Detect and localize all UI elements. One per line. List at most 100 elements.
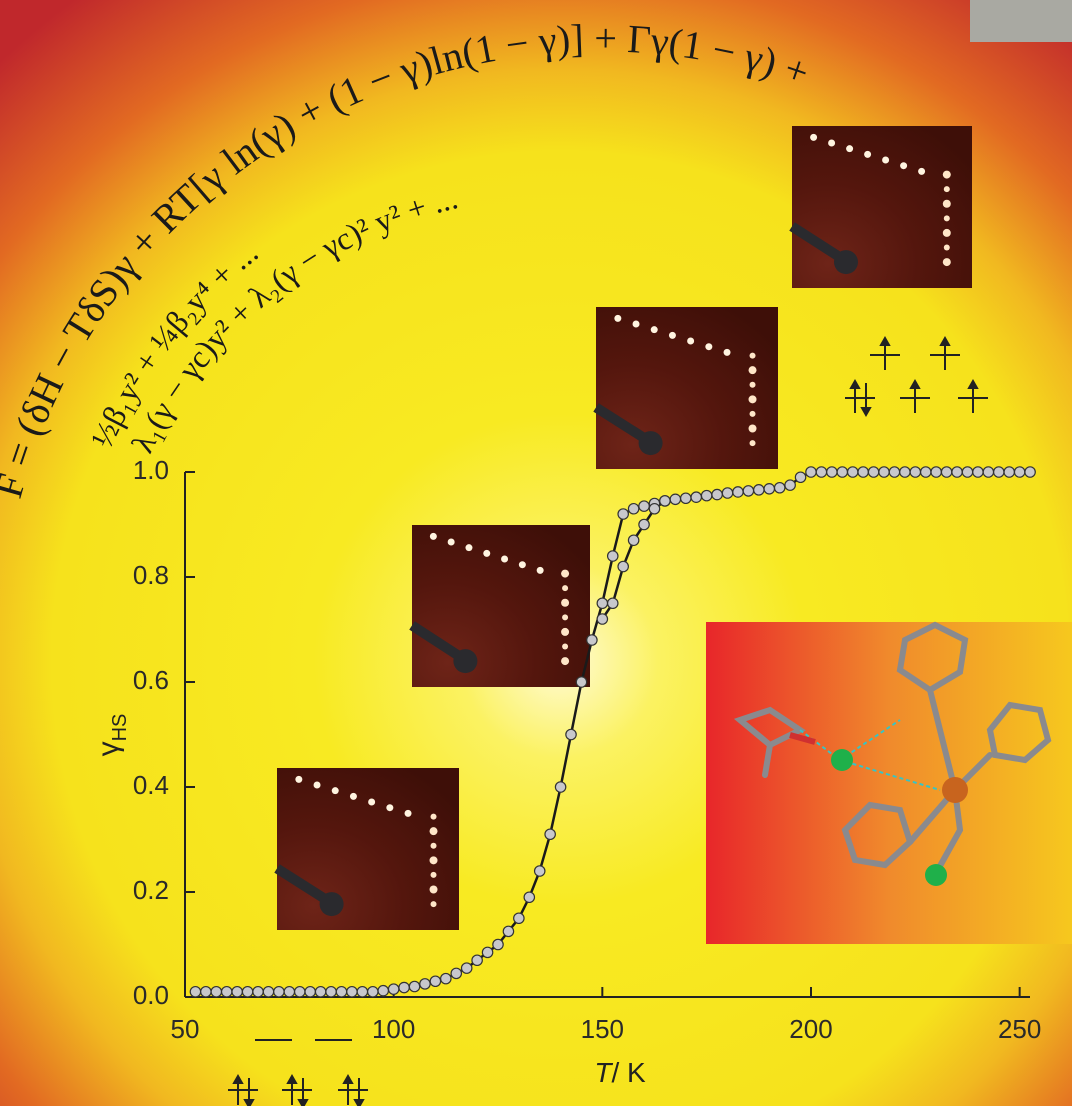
data-point: [670, 494, 680, 504]
data-point: [983, 467, 993, 477]
data-point: [368, 987, 378, 997]
data-point: [242, 987, 252, 997]
diffraction-spot: [537, 567, 544, 574]
molecule-background: [706, 622, 1072, 944]
diffraction-spot: [561, 570, 569, 578]
molecule-panel: [706, 622, 1072, 944]
data-point: [211, 987, 221, 997]
y-tick-label: 0.4: [133, 770, 169, 800]
diffraction-spot: [918, 168, 925, 175]
diffraction-spot: [561, 628, 569, 636]
beam-stop: [320, 892, 344, 916]
data-point: [827, 467, 837, 477]
x-axis-label: T/ K: [594, 1057, 646, 1088]
diffraction-spot: [386, 804, 393, 811]
data-point: [910, 467, 920, 477]
data-point: [921, 467, 931, 477]
diffraction-spot: [749, 366, 757, 374]
data-point: [378, 986, 388, 996]
diffraction-spot: [562, 614, 568, 620]
diffraction-spot: [562, 585, 568, 591]
y-label-subscript: HS: [109, 714, 131, 742]
diffraction-spot: [749, 395, 757, 403]
diffraction-spot: [448, 539, 455, 546]
data-point: [806, 467, 816, 477]
data-point: [952, 467, 962, 477]
diffraction-spot: [430, 827, 438, 835]
diffraction-spot: [749, 425, 757, 433]
diffraction-spot: [430, 886, 438, 894]
data-point: [785, 480, 795, 490]
data-point: [263, 987, 273, 997]
diffraction-spot: [430, 856, 438, 864]
data-point: [347, 987, 357, 997]
data-point: [639, 519, 649, 529]
cover: F = (δH − TδS)γ + RT[γ ln(γ) + (1 − γ)ln…: [0, 0, 1072, 1106]
diffraction-spot: [687, 338, 694, 345]
x-tick-label: 50: [171, 1014, 200, 1044]
diffraction-spot: [561, 599, 569, 607]
data-point: [628, 535, 638, 545]
data-point: [701, 490, 711, 500]
diffraction-spot: [943, 229, 951, 237]
diffraction-spot: [705, 343, 712, 350]
data-point: [754, 485, 764, 495]
diffraction-spot: [431, 843, 437, 849]
data-point: [743, 486, 753, 496]
diffraction-spot: [943, 258, 951, 266]
data-point: [889, 467, 899, 477]
diffraction-inset: [596, 307, 778, 469]
data-point: [535, 866, 545, 876]
data-point: [628, 504, 638, 514]
diffraction-spot: [944, 245, 950, 251]
diffraction-spot: [724, 349, 731, 356]
data-point: [409, 981, 419, 991]
data-point: [222, 987, 232, 997]
diffraction-spot: [501, 556, 508, 563]
data-point: [451, 968, 461, 978]
data-point: [994, 467, 1004, 477]
data-point: [430, 976, 440, 986]
data-point: [399, 982, 409, 992]
data-point: [190, 987, 200, 997]
data-point: [274, 987, 284, 997]
beam-stop: [834, 250, 858, 274]
data-point: [503, 926, 513, 936]
data-point: [201, 987, 211, 997]
diffraction-spot: [431, 872, 437, 878]
corner-photo: [970, 0, 1072, 42]
diffraction-spot: [519, 561, 526, 568]
diffraction-spot: [750, 411, 756, 417]
data-point: [681, 493, 691, 503]
diffraction-spot: [633, 321, 640, 328]
data-point: [660, 496, 670, 506]
y-tick-label: 0.2: [133, 875, 169, 905]
data-point: [868, 467, 878, 477]
data-point: [608, 598, 618, 608]
data-point: [962, 467, 972, 477]
data-point: [608, 551, 618, 561]
data-point: [566, 729, 576, 739]
data-point: [973, 467, 983, 477]
data-point: [639, 501, 649, 511]
data-point: [618, 509, 628, 519]
data-point: [388, 984, 398, 994]
iron-atom: [942, 777, 968, 803]
data-point: [649, 504, 659, 514]
y-tick-label: 1.0: [133, 455, 169, 485]
data-point: [326, 987, 336, 997]
data-point: [295, 987, 305, 997]
diffraction-spot: [944, 186, 950, 192]
data-point: [848, 467, 858, 477]
diffraction-spot: [350, 793, 357, 800]
diffraction-spot: [810, 134, 817, 141]
data-point: [733, 487, 743, 497]
diffraction-spot: [828, 140, 835, 147]
data-point: [315, 987, 325, 997]
data-point: [441, 973, 451, 983]
data-point: [618, 561, 628, 571]
x-tick-label: 250: [998, 1014, 1041, 1044]
diffraction-spot: [561, 657, 569, 665]
data-point: [774, 483, 784, 493]
y-label-symbol: γ: [92, 741, 125, 756]
